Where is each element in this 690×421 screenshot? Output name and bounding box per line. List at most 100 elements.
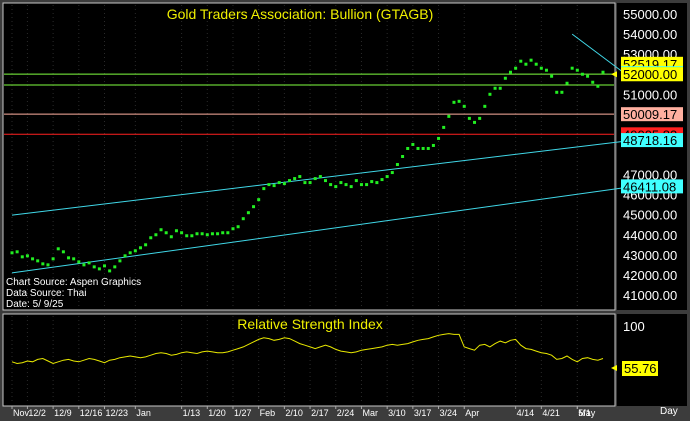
- price-point: [298, 175, 302, 179]
- level-labels: 52519.1752050.0052008.3352000.0050009.17…: [611, 56, 683, 194]
- price-point: [421, 146, 425, 150]
- price-point: [498, 86, 502, 90]
- x-tick-label: May: [578, 408, 596, 418]
- data-source-text: Data Source: Thai: [6, 288, 86, 299]
- x-tick-label: Nov: [13, 408, 30, 418]
- price-points: [10, 58, 605, 273]
- x-tick-label: 1/20: [208, 408, 226, 418]
- price-point: [236, 225, 240, 229]
- price-point: [205, 233, 209, 237]
- level-label-box: [621, 107, 683, 122]
- price-point: [395, 163, 399, 167]
- price-point: [113, 265, 117, 269]
- price-point: [246, 211, 250, 215]
- level-lines: [4, 33, 635, 274]
- price-point: [354, 179, 358, 183]
- price-point: [195, 232, 199, 236]
- price-point: [67, 256, 71, 260]
- x-tick-label: 4/21: [542, 408, 560, 418]
- x-tick-label: 1/13: [183, 408, 201, 418]
- price-point: [82, 263, 86, 267]
- price-point: [375, 181, 379, 185]
- x-tick-label: 12/2: [28, 408, 46, 418]
- price-point: [288, 179, 292, 183]
- price-point: [103, 264, 107, 268]
- price-point: [190, 234, 194, 238]
- x-tick-label: 3/17: [414, 408, 432, 418]
- price-point: [462, 104, 466, 108]
- price-point: [51, 257, 55, 261]
- price-point: [344, 183, 348, 187]
- x-tick-label: 12/23: [106, 408, 129, 418]
- price-point: [452, 100, 456, 104]
- price-point: [365, 183, 369, 187]
- price-point: [385, 175, 389, 179]
- price-point: [210, 232, 214, 236]
- level-label: 50009.17: [623, 107, 677, 122]
- y-tick-label: 51000.00: [623, 87, 677, 102]
- price-point: [529, 58, 533, 62]
- price-point: [447, 114, 451, 118]
- x-tick-label: 12/16: [80, 408, 103, 418]
- price-point: [488, 92, 492, 96]
- rsi-top-label: 100: [623, 319, 645, 334]
- rsi-value-box: [622, 361, 658, 376]
- x-tick-label: Mar: [362, 408, 378, 418]
- price-point: [318, 175, 322, 179]
- price-point: [144, 243, 148, 247]
- y-tick-label: 43000.00: [623, 248, 677, 263]
- rsi-arrow-icon: [611, 365, 617, 371]
- price-point: [36, 259, 40, 263]
- price-point: [401, 155, 405, 158]
- price-point: [164, 231, 168, 235]
- price-point: [252, 205, 256, 209]
- price-point: [138, 246, 142, 250]
- price-point: [174, 229, 178, 233]
- x-tick-label: 2/24: [337, 408, 355, 418]
- x-tick-label: Apr: [465, 408, 479, 418]
- price-point: [185, 234, 189, 238]
- y-tick-label: 47000.00: [623, 168, 677, 183]
- x-tick-labels: Nov 12/2 12/9 12/16 12/23 Jan 1/13 1/20 1/27 Feb 2…: [11, 406, 596, 418]
- price-point: [601, 70, 605, 74]
- price-point: [25, 254, 29, 258]
- x-tick-label: 2/10: [285, 408, 303, 418]
- rsi-axis-panel: [617, 314, 687, 406]
- price-point: [262, 187, 266, 191]
- price-point: [339, 181, 343, 185]
- price-point: [154, 233, 158, 237]
- price-point: [46, 263, 50, 267]
- price-point: [77, 260, 81, 264]
- price-point: [411, 142, 415, 146]
- price-point: [87, 261, 91, 265]
- price-point: [169, 235, 173, 239]
- x-tick-label: 1/27: [234, 408, 252, 418]
- price-point: [478, 116, 482, 120]
- y-tick-label: 41000.00: [623, 288, 677, 303]
- price-point: [41, 262, 45, 266]
- price-point: [473, 120, 477, 124]
- level-label-box: [621, 67, 683, 82]
- rsi-value-label: 55.76: [624, 361, 657, 376]
- price-point: [493, 86, 497, 90]
- price-point: [555, 90, 559, 94]
- grid: [11, 5, 578, 404]
- price-point: [524, 62, 528, 66]
- date-text: Date: 5/ 9/25: [6, 299, 64, 310]
- price-point: [282, 182, 286, 186]
- price-point: [431, 143, 435, 147]
- price-point: [200, 232, 204, 236]
- x-tick-label: 4/14: [517, 408, 535, 418]
- price-point: [308, 181, 312, 185]
- price-point: [31, 257, 35, 261]
- y-axis-panel: [617, 3, 687, 310]
- price-point: [575, 68, 579, 72]
- price-point: [272, 184, 276, 188]
- chart-source-text: Chart Source: Aspen Graphics: [6, 277, 141, 288]
- price-point: [329, 183, 333, 187]
- price-arrow-icon: [611, 71, 617, 78]
- price-point: [416, 146, 420, 150]
- price-point: [457, 99, 461, 103]
- price-point: [426, 146, 430, 150]
- price-point: [97, 267, 101, 271]
